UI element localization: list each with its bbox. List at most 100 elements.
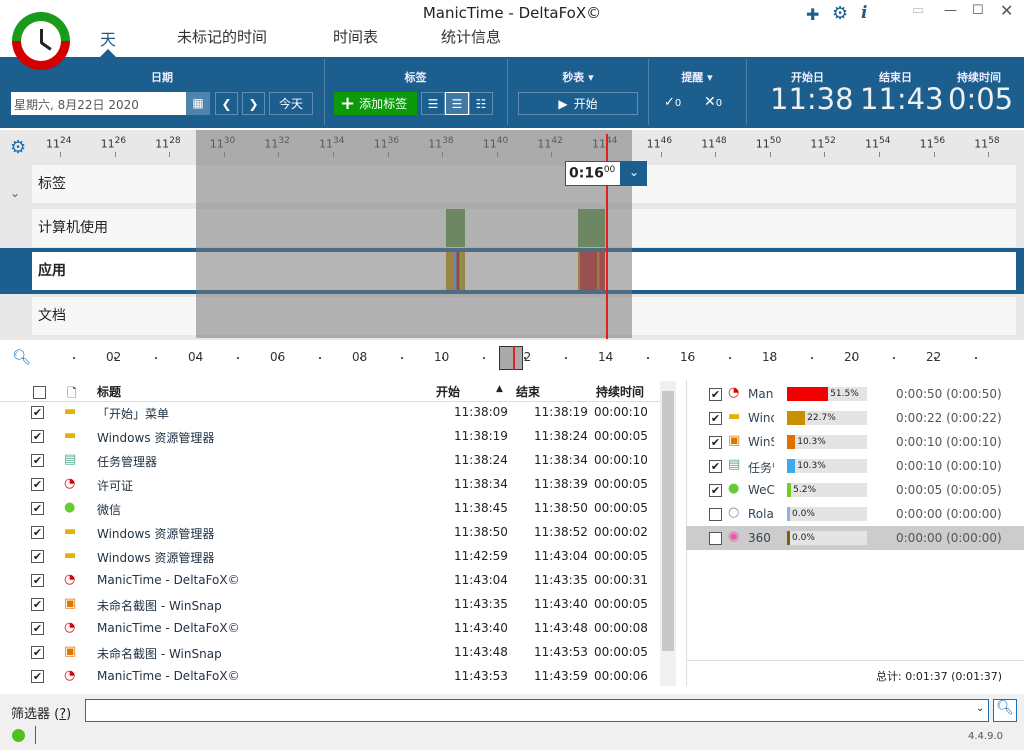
gear-icon[interactable]: ⚙ — [832, 3, 849, 24]
row-checkbox[interactable]: ✔ — [31, 406, 44, 419]
app-checkbox[interactable]: ✔ — [709, 484, 722, 497]
app-checkbox[interactable]: ✔ — [709, 436, 722, 449]
list-row[interactable]: ✔ ▬ Windows 资源管理器 11:42:59 11:43:04 00:0… — [0, 545, 660, 569]
row-checkbox[interactable]: ✔ — [31, 670, 44, 683]
cursor-dropdown-icon[interactable]: ⌄ — [621, 161, 647, 186]
list-view-icon[interactable]: ☰ — [421, 92, 445, 115]
prev-day-button[interactable]: ❮ — [215, 92, 238, 115]
detail-list-view-icon[interactable]: ☰ — [445, 92, 469, 115]
info-icon[interactable]: i — [861, 3, 868, 23]
list-row[interactable]: ✔ ◔ ManicTime - DeltaFoX© 11:43:40 11:43… — [0, 617, 660, 641]
date-input[interactable]: 星期六, 8月22日 2020 — [11, 92, 186, 115]
app-row[interactable]: ✔ ● WeC 5.2% 0:00:05 (0:00:05) — [686, 478, 1024, 502]
time-tick-label: 1150 — [755, 136, 782, 151]
time-tick — [933, 152, 935, 157]
overview-hour-dot — [155, 357, 157, 359]
add-tag-button[interactable]: + 添加标签 — [334, 92, 417, 115]
row-checkbox[interactable]: ✔ — [31, 502, 44, 515]
list-row[interactable]: ✔ ▬ Windows 资源管理器 11:38:50 11:38:52 00:0… — [0, 521, 660, 545]
app-row[interactable]: ○ Rola 0.0% 0:00:00 (0:00:00) — [686, 502, 1024, 526]
end-time: 11:43 — [860, 82, 944, 116]
zoom-search-icon[interactable]: 🔍︎ — [12, 348, 32, 366]
app-row[interactable]: ◉ 360 0.0% 0:00:00 (0:00:00) — [686, 526, 1024, 550]
row-checkbox[interactable]: ✔ — [31, 526, 44, 539]
filter-search-icon[interactable]: 🔍︎ — [993, 699, 1017, 722]
row-checkbox[interactable]: ✔ — [31, 550, 44, 563]
windows-folder-icon: ▬ — [64, 548, 77, 563]
selection-range[interactable] — [196, 130, 632, 338]
overview-selection-handle[interactable] — [499, 346, 523, 370]
col-end[interactable]: 结束 — [516, 385, 541, 399]
tab-day[interactable]: 天 — [100, 30, 117, 49]
row-end: 11:43:48 — [534, 621, 588, 635]
winsnap-icon: ▣ — [64, 644, 77, 659]
restore-small-button[interactable]: ▭ — [912, 3, 925, 18]
tab-untagged[interactable]: 未标记的时间 — [177, 28, 268, 46]
col-duration[interactable]: 持续时间 — [596, 385, 645, 399]
tab-statistics[interactable]: 统计信息 — [441, 28, 502, 46]
app-checkbox[interactable] — [709, 532, 722, 545]
time-tick-label: 1124 — [46, 136, 72, 151]
stopwatch-header[interactable]: 秒表 ▾ — [562, 71, 594, 84]
row-checkbox[interactable]: ✔ — [31, 478, 44, 491]
list-row[interactable]: ✔ ◔ 许可证 11:38:34 11:38:39 00:00:05 — [0, 473, 660, 497]
col-title[interactable]: 标题 — [97, 385, 122, 399]
select-all-checkbox[interactable] — [33, 386, 46, 399]
compact-list-view-icon[interactable]: ☷ — [469, 92, 493, 115]
app-checkbox[interactable]: ✔ — [709, 460, 722, 473]
reminder-done[interactable]: ✓0 — [664, 95, 682, 110]
list-row[interactable]: ✔ ▣ 未命名截图 - WinSnap 11:43:35 11:43:40 00… — [0, 593, 660, 617]
manictime-icon: ◔ — [64, 572, 76, 587]
window-title: ManicTime - DeltaFoX© — [422, 4, 602, 22]
next-day-button[interactable]: ❯ — [242, 92, 265, 115]
list-scrollbar[interactable] — [660, 381, 676, 686]
list-row[interactable]: ✔ ▬ Windows 资源管理器 11:38:19 11:38:24 00:0… — [0, 425, 660, 449]
list-row[interactable]: ✔ ▬ 「开始」菜单 11:38:09 11:38:19 00:00:10 — [0, 401, 660, 425]
list-row[interactable]: ✔ ▣ 未命名截图 - WinSnap 11:43:48 11:43:53 00… — [0, 641, 660, 665]
row-checkbox[interactable]: ✔ — [31, 646, 44, 659]
row-checkbox[interactable]: ✔ — [31, 598, 44, 611]
row-checkbox[interactable]: ✔ — [31, 430, 44, 443]
overview-hour-dot — [524, 357, 526, 359]
windows-folder-icon: ▬ — [64, 428, 77, 443]
app-checkbox[interactable]: ✔ — [709, 388, 722, 401]
row-checkbox[interactable]: ✔ — [31, 454, 44, 467]
row-checkbox[interactable]: ✔ — [31, 574, 44, 587]
list-row[interactable]: ✔ ● 微信 11:38:45 11:38:50 00:00:05 — [0, 497, 660, 521]
calendar-icon[interactable]: ▦ — [186, 92, 210, 115]
app-row[interactable]: ✔ ▣ WinS 10.3% 0:00:10 (0:00:10) — [686, 430, 1024, 454]
timeline-settings-icon[interactable]: ⚙ — [10, 137, 27, 158]
app-checkbox[interactable]: ✔ — [709, 412, 722, 425]
filter-help-link[interactable]: ? — [59, 707, 67, 722]
filter-input[interactable] — [85, 699, 989, 722]
document-icon: 🗋 — [67, 386, 77, 400]
reminder-dismissed[interactable]: ✕0 — [704, 94, 723, 110]
stopwatch-start-button[interactable]: ▶ 开始 — [518, 92, 638, 115]
row-title: Windows 资源管理器 — [97, 551, 215, 565]
close-button[interactable]: ✕ — [1000, 1, 1014, 20]
row-checkbox[interactable]: ✔ — [31, 622, 44, 635]
list-row[interactable]: ✔ ▤ 任务管理器 11:38:24 11:38:34 00:00:10 — [0, 449, 660, 473]
list-row[interactable]: ✔ ◔ ManicTime - DeltaFoX© 11:43:04 11:43… — [0, 569, 660, 593]
maximize-button[interactable]: ☐ — [972, 3, 984, 18]
filter-dropdown-icon[interactable]: ⌄ — [976, 703, 985, 714]
overview-hour-label: 18 — [762, 350, 778, 364]
app-row[interactable]: ✔ ◔ Man 51.5% 0:00:50 (0:00:50) — [686, 382, 1024, 406]
reminder-header[interactable]: 提醒 ▾ — [681, 71, 713, 84]
tab-timesheet[interactable]: 时间表 — [333, 28, 379, 46]
today-button[interactable]: 今天 — [269, 92, 313, 115]
puzzle-icon[interactable]: ✚ — [806, 5, 820, 24]
time-tick — [988, 152, 990, 157]
col-start[interactable]: 开始 — [436, 385, 461, 399]
row-start: 11:43:04 — [454, 573, 508, 587]
list-row[interactable]: ✔ ◔ ManicTime - DeltaFoX© 11:43:53 11:43… — [0, 665, 660, 689]
app-row[interactable]: ✔ ▤ 任务管 10.3% 0:00:10 (0:00:10) — [686, 454, 1024, 478]
collapse-chevron-icon[interactable]: ⌄ — [10, 186, 21, 200]
minimize-button[interactable]: — — [944, 3, 957, 18]
status-indicator — [12, 729, 25, 742]
sort-asc-icon: ▲ — [496, 384, 503, 394]
time-tick-label: 1128 — [155, 136, 181, 151]
app-checkbox[interactable] — [709, 508, 722, 521]
overview-hour-label: 14 — [598, 350, 614, 364]
app-row[interactable]: ✔ ▬ Wind 22.7% 0:00:22 (0:00:22) — [686, 406, 1024, 430]
